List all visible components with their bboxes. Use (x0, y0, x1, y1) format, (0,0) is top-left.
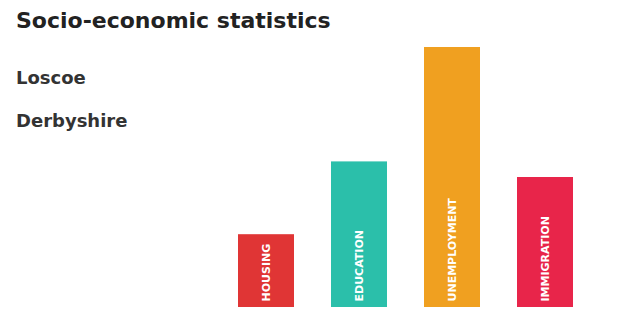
svg-text:UNEMPLOYMENT: UNEMPLOYMENT (446, 198, 459, 302)
svg-text:EDUCATION: EDUCATION (353, 230, 366, 301)
svg-text:IMMIGRATION: IMMIGRATION (539, 216, 552, 301)
html-text:Derbyshire: Derbyshire (16, 110, 128, 131)
svg-text:HOUSING: HOUSING (260, 244, 273, 302)
html-text:Loscoe: Loscoe (16, 67, 86, 88)
html-text:Socio-economic statistics: Socio-economic statistics (16, 8, 331, 33)
